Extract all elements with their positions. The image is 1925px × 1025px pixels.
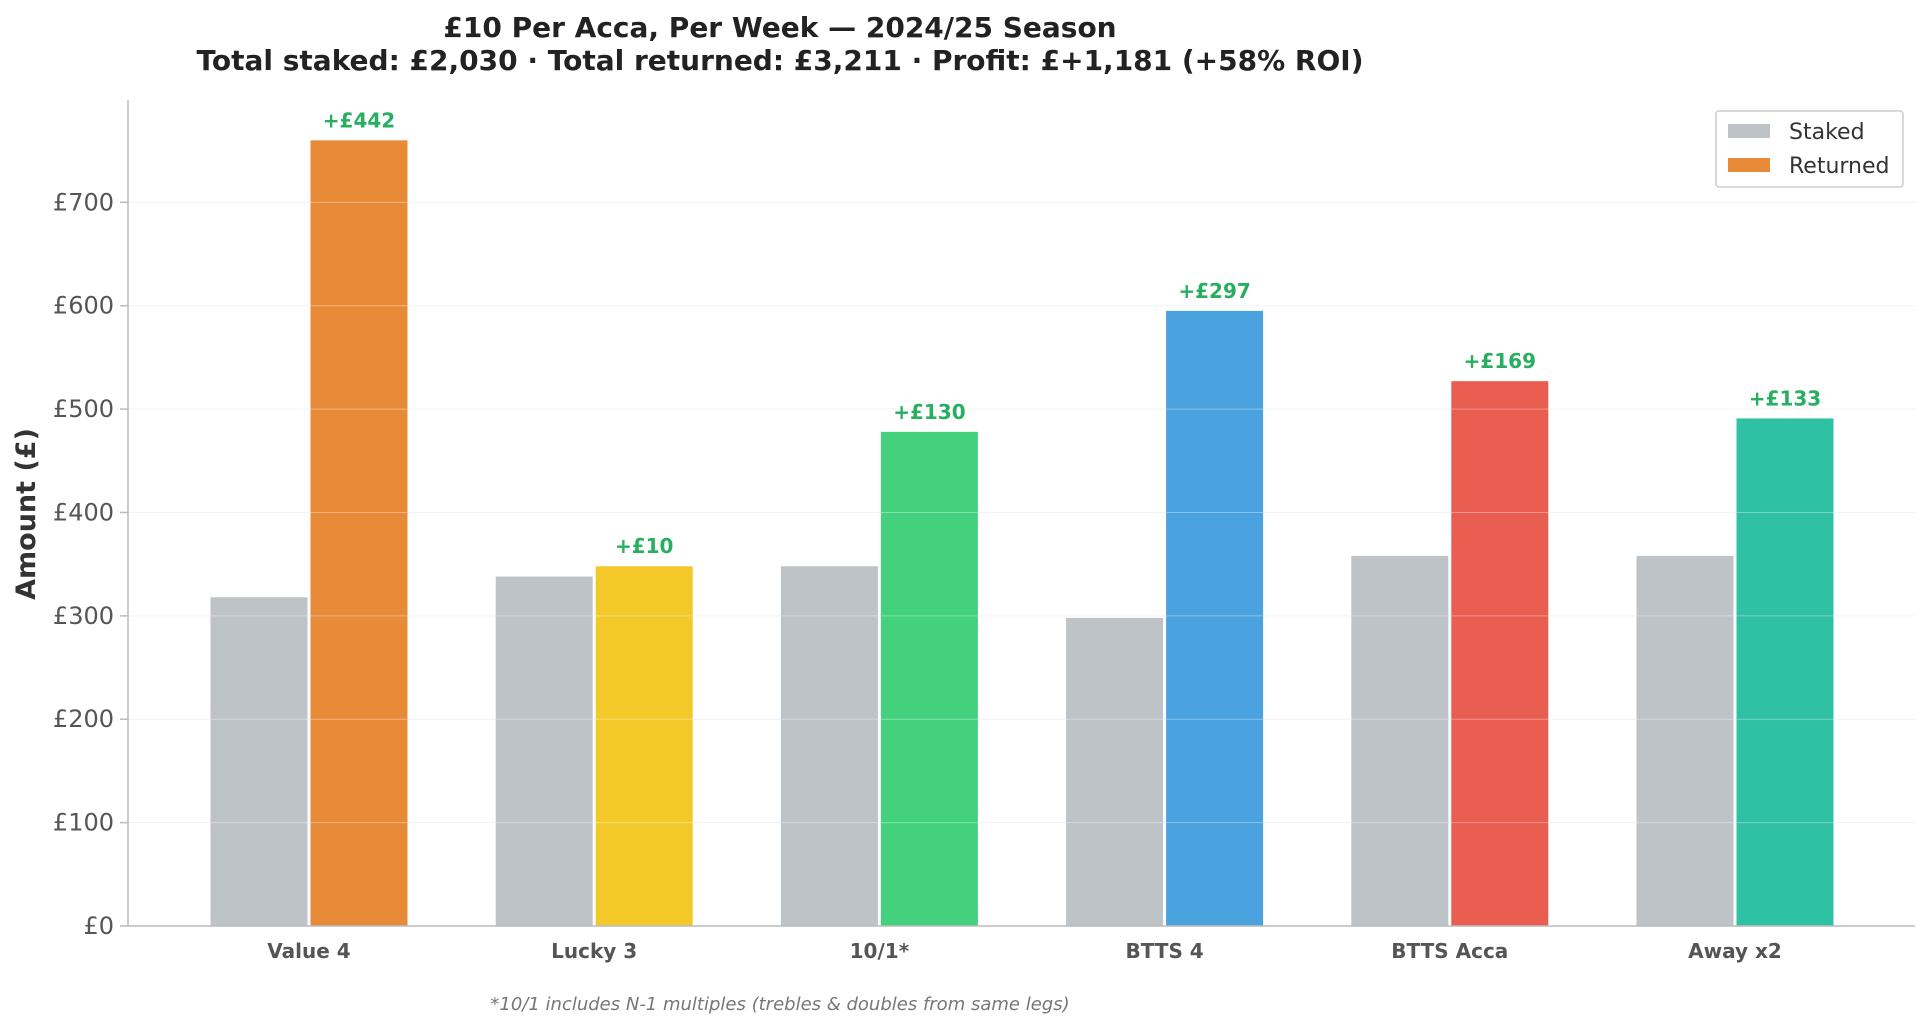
bar-returned [1736, 418, 1834, 926]
profit-label: +£297 [1178, 279, 1250, 303]
y-tick-label: £0 [83, 912, 114, 940]
y-tick-label: £300 [53, 602, 114, 630]
footnote: *10/1 includes N-1 multiples (trebles & … [490, 994, 1069, 1015]
profit-label: +£133 [1749, 386, 1821, 410]
profit-label: +£169 [1464, 349, 1536, 373]
x-tick-label: BTTS 4 [1125, 939, 1203, 963]
y-tick-label: £200 [53, 705, 114, 733]
profit-labels: +£442 +£10 +£130 +£297 +£169 +£133 [323, 108, 1821, 558]
profit-label: +£130 [893, 400, 965, 424]
bar-returned [595, 566, 693, 926]
legend-label-returned: Returned [1789, 154, 1890, 179]
chart-subtitle: Total staked: £2,030 · Total returned: £… [197, 44, 1364, 77]
y-tick-label: £400 [53, 498, 114, 526]
chart-title: £10 Per Acca, Per Week — 2024/25 Season [443, 11, 1116, 44]
bar-staked [780, 566, 878, 926]
bar-returned [1451, 381, 1549, 927]
legend-swatch-returned [1728, 158, 1770, 172]
y-tick-label: £100 [53, 809, 114, 837]
gridlines [128, 201, 1915, 824]
profit-label: +£10 [615, 534, 674, 558]
bar-returned [880, 431, 978, 926]
legend: Staked Returned [1715, 110, 1904, 188]
x-tick-label: 10/1* [850, 939, 910, 963]
bar-staked [1351, 555, 1449, 926]
legend-label-staked: Staked [1789, 120, 1865, 145]
profit-label: +£442 [323, 108, 395, 132]
x-tick-label: Away x2 [1688, 939, 1782, 963]
x-tick-label: Value 4 [267, 939, 350, 963]
bar-staked [210, 597, 308, 926]
x-labels: Value 4 Lucky 3 10/1* BTTS 4 BTTS Acca Away x… [267, 939, 1782, 963]
y-axis-label: Amount (£) [11, 428, 42, 600]
y-tick-label: £500 [53, 395, 114, 423]
bar-returned [310, 140, 408, 926]
bar-staked [1636, 555, 1734, 926]
bar-staked [495, 576, 593, 926]
y-ticks: £0 £100 £200 £300 £400 £500 £600 £700 [53, 188, 128, 940]
x-tick-label: BTTS Acca [1391, 939, 1508, 963]
x-tick-label: Lucky 3 [551, 939, 637, 963]
bar-returned [1166, 310, 1264, 926]
y-tick-label: £600 [53, 292, 114, 320]
bars [128, 140, 1915, 927]
bar-staked [1066, 617, 1164, 926]
legend-swatch-staked [1728, 124, 1770, 138]
y-tick-label: £700 [53, 188, 114, 216]
